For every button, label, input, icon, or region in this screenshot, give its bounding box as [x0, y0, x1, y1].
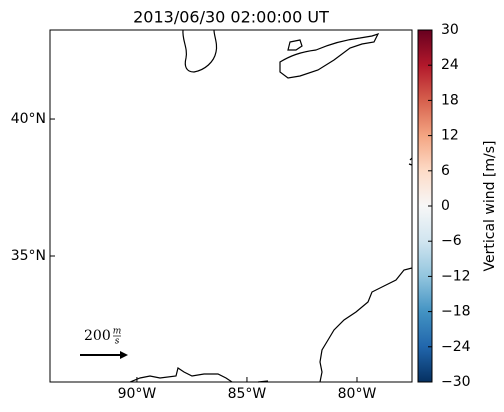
quiver-key-value: 200	[84, 328, 111, 344]
x-tick-label: 85°W	[228, 386, 267, 402]
colorbar-tick-label: −18	[441, 304, 471, 320]
map-area	[50, 30, 412, 382]
colorbar-tick-label: −6	[441, 233, 462, 249]
y-tick-label: 35°N	[11, 248, 46, 264]
colorbar-tick-label: 0	[441, 198, 450, 214]
colorbar-tick-label: 12	[441, 128, 459, 144]
x-tick-label: 90°W	[118, 386, 157, 402]
colorbar-tick-label: 30	[441, 22, 459, 38]
colorbar-tick-label: −12	[441, 268, 471, 284]
colorbar-tick-label: 6	[441, 163, 450, 179]
quiver-key-unit: m	[113, 327, 122, 337]
x-tick-label: 80°W	[338, 386, 377, 402]
map-frame	[49, 29, 413, 383]
quiver-key: 200 m s	[80, 327, 128, 359]
colorbar-tick-label: −24	[441, 339, 471, 355]
quiver-key-unit: s	[115, 337, 120, 347]
y-tick-label: 40°N	[11, 111, 46, 127]
colorbar-label: Vertical wind [m/s]	[482, 141, 498, 272]
quiver-arrow-head	[120, 351, 128, 359]
colorbar-tick-label: −30	[441, 374, 471, 390]
map-title: 2013/06/30 02:00:00 UT	[133, 8, 329, 27]
colorbar-tick-label: 24	[441, 57, 459, 73]
colorbar-tick-label: 18	[441, 92, 459, 108]
